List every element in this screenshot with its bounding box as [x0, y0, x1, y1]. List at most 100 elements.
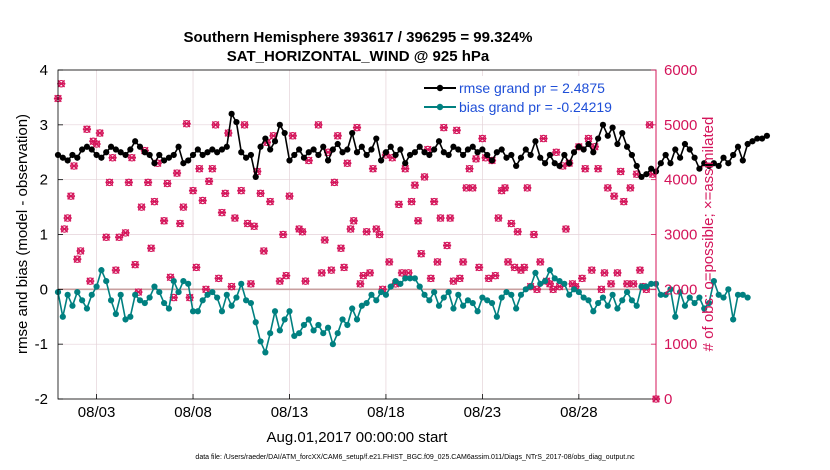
bias-point	[103, 278, 110, 285]
bias-point	[474, 308, 481, 315]
bias-point	[291, 332, 298, 340]
bias-point	[681, 302, 689, 309]
bias-point	[643, 283, 650, 290]
rmse-point	[440, 149, 447, 156]
bias-point	[455, 291, 462, 298]
bias-point	[199, 297, 206, 304]
rmse-point	[310, 146, 317, 153]
bias-point	[69, 302, 76, 309]
rmse-point	[734, 143, 742, 150]
rmse-point	[464, 146, 472, 153]
rmse-point	[710, 160, 717, 167]
bias-point	[349, 305, 356, 312]
rmse-point	[459, 151, 467, 159]
rmse-point	[691, 154, 698, 161]
rmse-point	[508, 151, 515, 159]
bias-point	[720, 294, 727, 301]
bias-point	[667, 286, 674, 293]
bias-point	[450, 305, 457, 312]
bias-series	[54, 267, 751, 356]
bias-point	[459, 302, 467, 309]
bias-point	[83, 305, 91, 312]
rmse-point	[112, 146, 119, 153]
rmse-point	[334, 140, 341, 148]
bias-point	[281, 316, 288, 323]
rmse-point	[469, 143, 476, 150]
right-y-tick-label: 3000	[664, 227, 697, 244]
bias-point	[522, 286, 529, 293]
bias-point	[141, 299, 148, 307]
bias-point	[247, 299, 255, 307]
bias-point	[98, 267, 105, 274]
bias-point	[556, 278, 563, 285]
bias-point	[358, 302, 365, 309]
rmse-point	[373, 135, 380, 142]
x-tick-label: 08/13	[271, 404, 309, 421]
bias-point	[677, 288, 684, 296]
rmse-point	[541, 160, 549, 167]
rmse-point	[633, 162, 640, 170]
rmse-point	[324, 157, 332, 164]
bias-point	[672, 313, 679, 320]
left-y-tick-label: -1	[35, 336, 48, 353]
chart-title-line2: SAT_HORIZONTAL_WIND @ 925 hPa	[227, 48, 490, 65]
bias-point	[170, 278, 177, 285]
rmse-point	[98, 154, 105, 161]
rmse-point	[546, 151, 554, 159]
bias-point	[532, 269, 539, 276]
rmse-point	[353, 149, 361, 156]
rmse-point	[286, 157, 293, 164]
rmse-point	[493, 149, 500, 156]
rmse-point	[623, 143, 631, 150]
bias-point	[252, 319, 259, 326]
rmse-point	[252, 173, 259, 181]
bias-point	[286, 308, 293, 315]
bias-point	[276, 327, 283, 334]
rmse-point	[194, 146, 201, 153]
rmse-point	[59, 154, 66, 161]
rmse-point	[648, 165, 655, 172]
rmse-point	[595, 135, 602, 142]
legend-rmse-marker	[436, 84, 444, 92]
bias-point	[484, 297, 491, 304]
x-tick-label: 08/23	[464, 404, 502, 421]
bias-point	[117, 291, 124, 298]
rmse-point	[643, 171, 650, 178]
rmse-point	[271, 138, 279, 145]
bias-point	[156, 288, 163, 296]
rmse-point	[156, 151, 163, 159]
bias-point	[242, 297, 250, 304]
rmse-point	[513, 162, 520, 170]
rmse-point	[570, 149, 578, 156]
bias-point	[662, 291, 669, 298]
rmse-point	[165, 154, 173, 161]
rmse-point	[488, 157, 496, 164]
rmse-point	[638, 173, 645, 181]
bias-point	[614, 305, 621, 312]
bias-point	[590, 308, 597, 315]
rmse-point	[705, 162, 713, 170]
rmse-point	[363, 151, 370, 159]
bias-point	[189, 308, 197, 315]
rmse-point	[83, 143, 91, 150]
rmse-point	[532, 138, 539, 145]
rmse-point	[749, 138, 756, 145]
rmse-point	[291, 151, 298, 159]
rmse-point	[566, 160, 573, 167]
left-y-tick-label: 0	[40, 281, 48, 298]
bias-point	[488, 299, 496, 307]
bias-point	[696, 294, 703, 301]
legend-bias-label: bias grand pr = -0.24219	[459, 99, 612, 115]
bias-point	[513, 305, 520, 312]
rmse-point	[619, 129, 626, 137]
bias-point	[378, 288, 385, 296]
bias-point	[257, 338, 264, 345]
x-axis-label: Aug.01,2017 00:00:00 start	[267, 429, 449, 446]
bias-point	[329, 341, 336, 348]
rmse-point	[127, 146, 134, 153]
rmse-point	[170, 151, 177, 159]
bias-point	[421, 291, 428, 298]
bias-point	[214, 294, 221, 301]
bias-point	[469, 299, 476, 307]
